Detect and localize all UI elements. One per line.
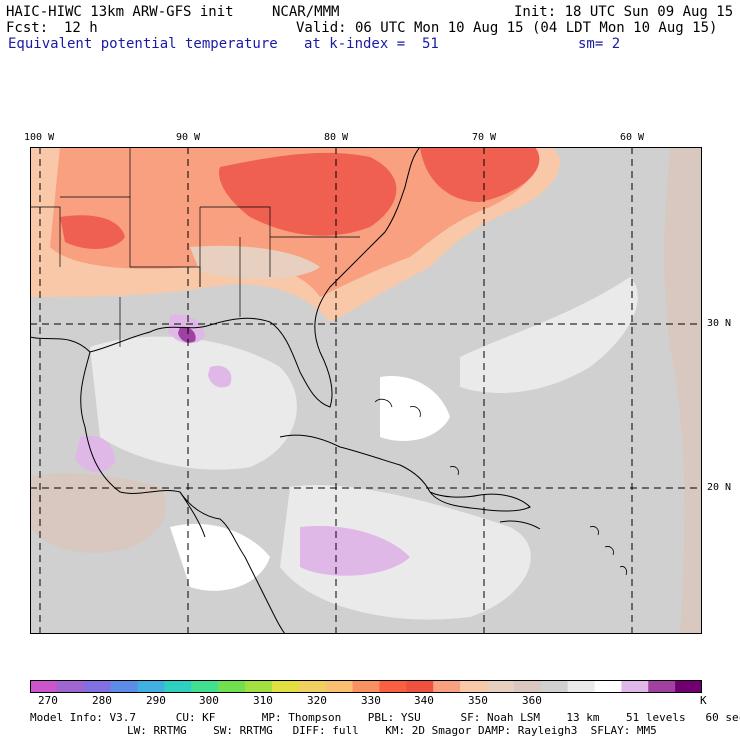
colorbar-swatch xyxy=(540,680,569,693)
colorbar-swatch xyxy=(191,680,219,693)
colorbar xyxy=(30,680,702,693)
theta-e-map xyxy=(30,147,702,634)
colorbar-swatch xyxy=(621,680,649,693)
colorbar-tick-label: 280 xyxy=(92,694,112,707)
lon-label-80w: 80 W xyxy=(324,132,349,143)
map-frame xyxy=(30,147,702,634)
colorbar-swatch xyxy=(271,680,300,693)
colorbar-tick-label: 360 xyxy=(522,694,542,707)
colorbar-swatch xyxy=(460,680,488,693)
colorbar-swatch xyxy=(30,680,58,693)
colorbar-tick-label: 310 xyxy=(253,694,273,707)
colorbar-swatch xyxy=(379,680,407,693)
colorbar-swatch xyxy=(56,680,85,693)
colorbar-swatch xyxy=(513,680,542,693)
fcst-label: Fcst: xyxy=(6,20,49,36)
fcst-value: 12 h xyxy=(64,20,98,36)
colorbar-tick-label: 300 xyxy=(199,694,219,707)
colorbar-swatch xyxy=(298,680,327,693)
colorbar-swatch xyxy=(352,680,380,693)
colorbar-swatch xyxy=(83,680,112,693)
colorbar-swatch xyxy=(325,680,354,693)
init-time: Init: 18 UTC Sun 09 Aug 15 xyxy=(514,4,734,20)
colorbar-swatch xyxy=(594,680,622,693)
colorbar-tick-label: 340 xyxy=(414,694,434,707)
footer-physics-info: LW: RRTMG SW: RRTMG DIFF: full KM: 2D Sm… xyxy=(127,724,657,737)
valid-time: Valid: 06 UTC Mon 10 Aug 15 (04 LDT Mon … xyxy=(296,20,718,36)
colorbar-swatch xyxy=(406,680,434,693)
footer-model-info: Model Info: V3.7 CU: KF MP: Thompson PBL… xyxy=(30,711,740,724)
lon-label-60w: 60 W xyxy=(620,132,645,143)
colorbar-unit: K xyxy=(700,694,707,707)
colorbar-swatch xyxy=(137,680,165,693)
level-label: at k-index = 51 xyxy=(304,36,439,52)
org-label: NCAR/MMM xyxy=(272,4,340,20)
smoothing-label: sm= 2 xyxy=(578,36,621,52)
colorbar-swatch xyxy=(486,680,515,693)
colorbar-swatch xyxy=(675,680,702,693)
lon-label-100w: 100 W xyxy=(24,132,55,143)
lat-label-30n: 30 N xyxy=(707,318,732,329)
colorbar-swatch xyxy=(164,680,192,693)
lon-label-90w: 90 W xyxy=(176,132,201,143)
colorbar-tick-label: 270 xyxy=(38,694,58,707)
coastlines xyxy=(30,147,541,634)
model-title: HAIC-HIWC 13km ARW-GFS init xyxy=(6,4,234,20)
colorbar-tick-label: 350 xyxy=(468,694,488,707)
colorbar-swatch xyxy=(567,680,595,693)
colorbar-tick-label: 330 xyxy=(361,694,381,707)
colorbar-swatch xyxy=(245,680,273,693)
field-name: Equivalent potential temperature xyxy=(8,36,278,52)
colorbar-swatch xyxy=(110,680,139,693)
field-shading xyxy=(30,147,702,634)
colorbar-swatch xyxy=(218,680,246,693)
graticule xyxy=(30,147,702,634)
islands xyxy=(374,398,627,576)
lon-label-70w: 70 W xyxy=(472,132,497,143)
colorbar-swatch xyxy=(433,680,461,693)
colorbar-tick-label: 290 xyxy=(146,694,166,707)
colorbar-tick-label: 320 xyxy=(307,694,327,707)
lat-label-20n: 20 N xyxy=(707,482,732,493)
colorbar-swatch xyxy=(648,680,676,693)
warm-region xyxy=(30,147,560,322)
